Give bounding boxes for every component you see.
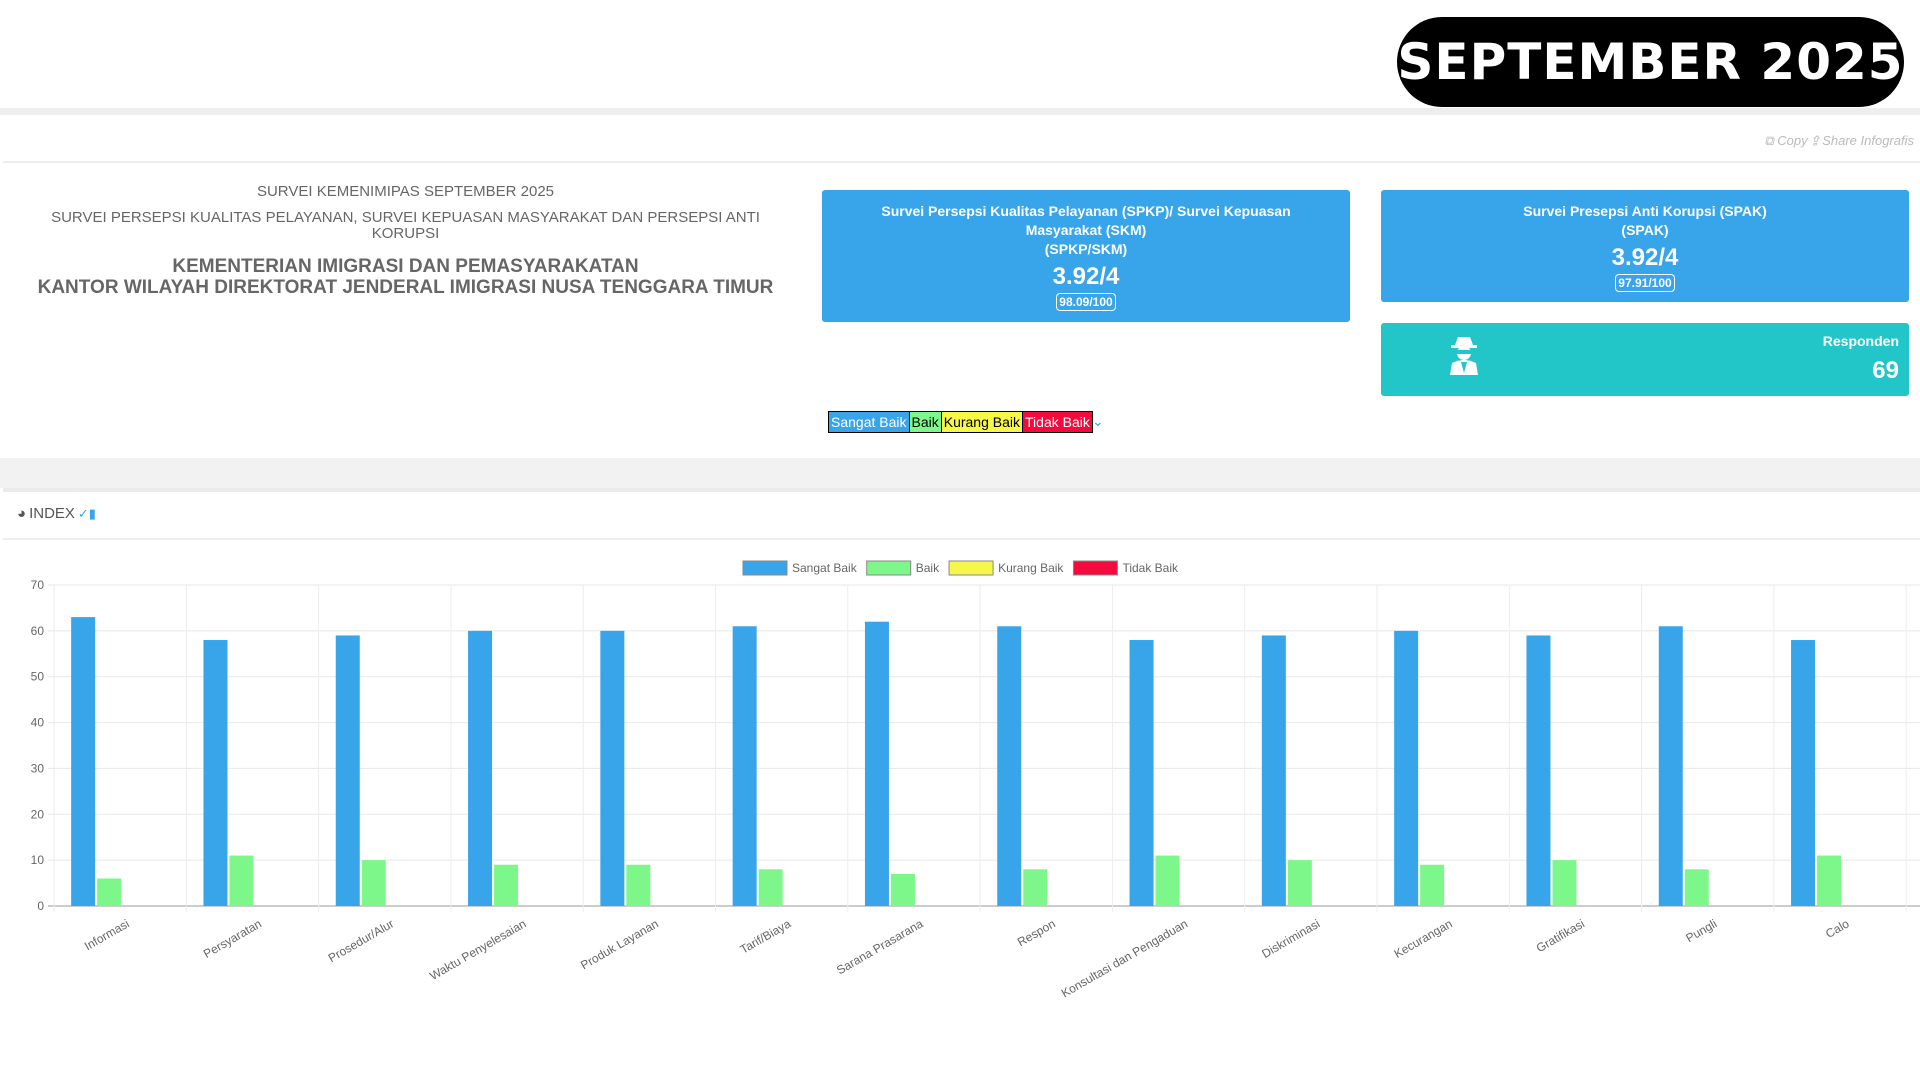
survey-title: SURVEI KEMENIMIPAS SEPTEMBER 2025 (256, 183, 555, 200)
share-infografis-button[interactable]: Share Infografis (1822, 133, 1914, 148)
legend-swatch (948, 560, 994, 576)
bar-baik (1684, 869, 1709, 906)
legend-tidak-baik: Tidak Baik (1022, 412, 1092, 432)
bar-baik (626, 864, 651, 906)
divider (0, 108, 1920, 115)
legend-kurang-baik: Kurang Baik (940, 412, 1023, 432)
legend-baik: Baik (908, 412, 941, 432)
bar-baik (1155, 855, 1180, 906)
x-tick-label: Waktu Penyelesaian (427, 916, 528, 983)
legend-label: Baik (916, 561, 940, 575)
bar-baik (1552, 860, 1577, 906)
bar-baik (1420, 864, 1445, 906)
section-gap (0, 458, 1920, 488)
x-tick-label: Produk Layanan (578, 916, 661, 972)
dashboard-icon: ◕ (17, 505, 27, 522)
spak-score: 97.91/100 (1615, 274, 1675, 292)
spak-title: Survei Presepsi Anti Korupsi (SPAK) (1523, 203, 1767, 219)
index-bar-chart: Sangat Baik Baik Kurang Baik Tidak Baik 0 10 2… (31, 560, 1920, 1000)
x-tick-label: Tarif/Biaya (738, 916, 794, 956)
bar-baik (758, 869, 783, 906)
y-tick-label: 30 (31, 761, 45, 775)
responden-count: 69 (1872, 357, 1899, 384)
ministry-name: KEMENTERIAN IMIGRASI DAN PEMASYARAKATAN (172, 256, 639, 277)
x-tick-label: Persyaratan (201, 916, 264, 960)
bar-baik (1023, 869, 1048, 906)
survey-heading: SURVEI KEMENIMIPAS SEPTEMBER 2025 SURVEI… (33, 183, 778, 298)
legend-swatch (742, 560, 788, 576)
legend-label: Kurang Baik (998, 561, 1064, 575)
legend-swatch (866, 560, 912, 576)
x-tick-label: Pungli (1683, 916, 1719, 945)
share-icon[interactable]: ⇪ (1811, 133, 1819, 148)
bar-sangat-baik (1526, 635, 1551, 906)
x-tick-label: Informasi (82, 916, 132, 953)
legend-label: Tidak Baik (1122, 561, 1179, 575)
index-title: INDEX (29, 505, 75, 522)
bar-sangat-baik (997, 626, 1022, 906)
bar-baik (97, 878, 122, 906)
y-tick-label: 10 (31, 853, 45, 867)
bar-sangat-baik (864, 621, 889, 906)
bar-sangat-baik (71, 617, 96, 906)
spak-subtitle: (SPAK) (1621, 222, 1669, 238)
x-tick-label: Konsultasi dan Pengaduan (1059, 916, 1190, 1000)
office-name: KANTOR WILAYAH DIREKTORAT JENDERAL IMIGR… (37, 277, 774, 298)
y-tick-label: 50 (31, 670, 45, 684)
bar-baik (361, 860, 386, 906)
y-tick-label: 20 (31, 807, 45, 821)
bar-baik (1287, 860, 1312, 906)
y-tick-label: 60 (31, 624, 45, 638)
spkp-value: 3.92/4 (1052, 263, 1120, 290)
user-secret-icon (1450, 337, 1478, 375)
spak-card: Survei Presepsi Anti Korupsi (SPAK) (SPA… (1381, 190, 1909, 302)
survey-subtitle: SURVEI PERSEPSI KUALITAS PELAYANAN, SURV… (51, 209, 760, 242)
x-tick-label: Sarana Prasarana (834, 916, 926, 977)
bar-sangat-baik (1261, 635, 1286, 906)
bar-sangat-baik (468, 630, 493, 906)
copy-icon[interactable]: ⧉ (1764, 133, 1774, 148)
index-header: ◕ INDEX ✓▮ (3, 492, 1920, 540)
panel-header: ⧉ Copy ⇪ Share Infografis (3, 115, 1920, 163)
bar-sangat-baik (1791, 640, 1816, 906)
y-tick-label: 0 (37, 899, 44, 913)
share-toolbar: ⧉ Copy ⇪ Share Infografis (1764, 133, 1914, 149)
spak-value: 3.92/4 (1611, 244, 1679, 271)
legend-swatch (1072, 560, 1118, 576)
x-tick-label: Respon (1015, 916, 1058, 949)
chevron-down-icon[interactable]: ⌄ (1092, 413, 1104, 429)
bar-sangat-baik (1394, 630, 1419, 906)
bar-sangat-baik (732, 626, 757, 906)
rating-legend: Sangat Baik Baik Kurang Baik Tidak Baik (828, 411, 1093, 433)
responden-label: Responden (1822, 333, 1899, 349)
bar-sangat-baik (1129, 640, 1154, 906)
bar-baik (229, 855, 254, 906)
bar-sangat-baik (600, 630, 625, 906)
copy-button[interactable]: Copy (1777, 133, 1808, 148)
spkp-subtitle: (SPKP/SKM) (1044, 241, 1128, 257)
bar-sangat-baik (335, 635, 360, 906)
legend-label: Sangat Baik (792, 561, 858, 575)
bar-sangat-baik (1658, 626, 1683, 906)
bar-sangat-baik (203, 640, 228, 906)
spkp-card: Survei Persepsi Kualitas Pelayanan (SPKP… (822, 190, 1350, 322)
legend-sangat-baik: Sangat Baik (829, 412, 909, 432)
bar-baik (890, 873, 915, 906)
bar-baik (494, 864, 519, 906)
y-tick-label: 70 (31, 578, 45, 592)
bar-baik (1817, 855, 1842, 906)
x-tick-label: Calo (1823, 916, 1852, 941)
spkp-title: Survei Persepsi Kualitas Pelayanan (SPKP… (881, 203, 1291, 238)
month-badge: SEPTEMBER 2025 (1397, 17, 1904, 107)
y-tick-label: 40 (31, 716, 45, 730)
x-tick-label: Prosedur/Alur (326, 916, 397, 965)
chart-toggle-icon[interactable]: ✓▮ (77, 505, 96, 521)
x-tick-label: Diskriminasi (1259, 916, 1322, 960)
x-tick-label: Kecurangan (1392, 916, 1455, 960)
spkp-score: 98.09/100 (1056, 293, 1116, 311)
responden-card: Responden 69 (1381, 323, 1909, 396)
x-tick-label: Gratifikasi (1534, 916, 1587, 955)
